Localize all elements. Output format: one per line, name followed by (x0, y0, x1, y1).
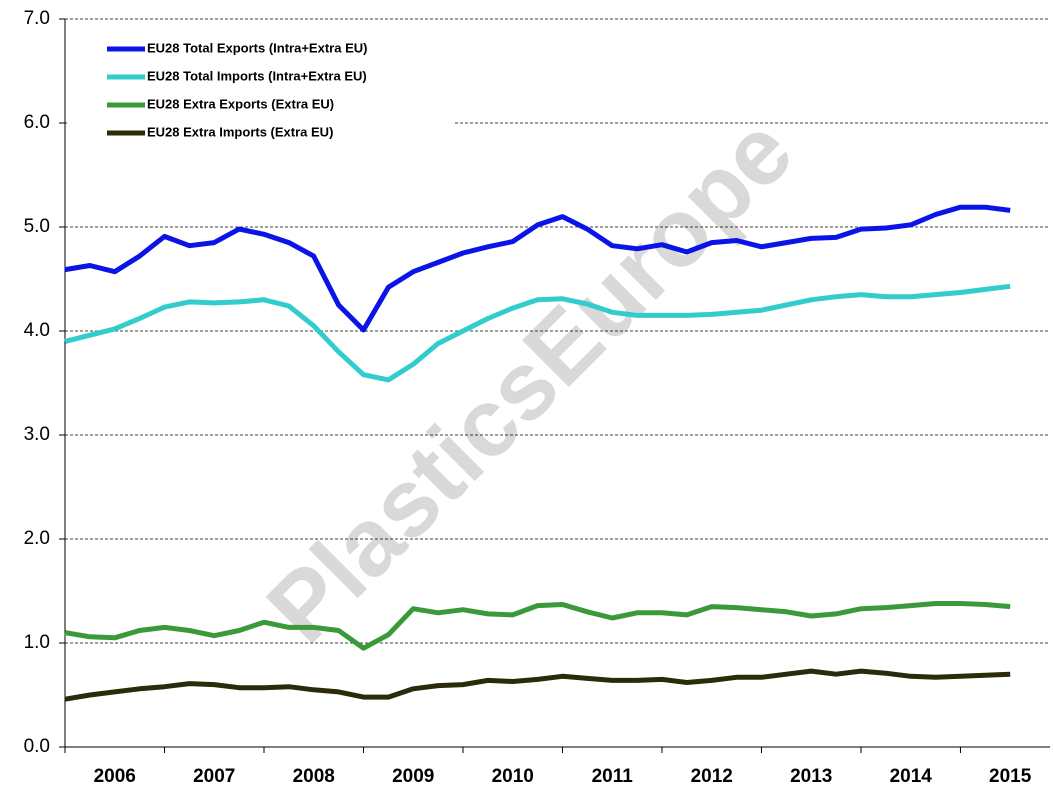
legend-label: EU28 Total Imports (Intra+Extra EU) (147, 68, 367, 83)
series-line (64, 601, 1011, 651)
x-tick-label: 2014 (890, 766, 933, 786)
x-tick-label: 2010 (492, 766, 534, 786)
y-tick-label: 1.0 (24, 632, 50, 653)
series-line (64, 204, 1011, 333)
legend-label: EU28 Total Exports (Intra+Extra EU) (147, 40, 367, 55)
x-tick-label: 2013 (790, 766, 832, 786)
series-line (64, 668, 1011, 702)
y-tick-label: 0.0 (24, 736, 50, 757)
x-tick-label: 2011 (592, 766, 634, 786)
x-tick-label: 2015 (989, 766, 1032, 786)
y-tick-label: 3.0 (24, 424, 50, 445)
legend-label: EU28 Extra Imports (Extra EU) (147, 124, 333, 139)
y-tick-label: 4.0 (24, 320, 50, 341)
series-line (64, 283, 1011, 383)
y-tick-label: 6.0 (24, 112, 50, 133)
legend-label: EU28 Extra Exports (Extra EU) (147, 96, 334, 111)
x-tick-label: 2007 (193, 766, 235, 786)
x-tick-label: 2006 (94, 766, 136, 786)
y-tick-label: 2.0 (24, 528, 50, 549)
x-tick-label: 2008 (293, 766, 335, 786)
x-tick-label: 2012 (691, 766, 733, 786)
y-tick-label: 7.0 (24, 8, 50, 29)
watermark: PlasticsEurope (247, 97, 813, 663)
y-tick-label: 5.0 (24, 216, 50, 237)
x-tick-label: 2009 (392, 766, 434, 786)
